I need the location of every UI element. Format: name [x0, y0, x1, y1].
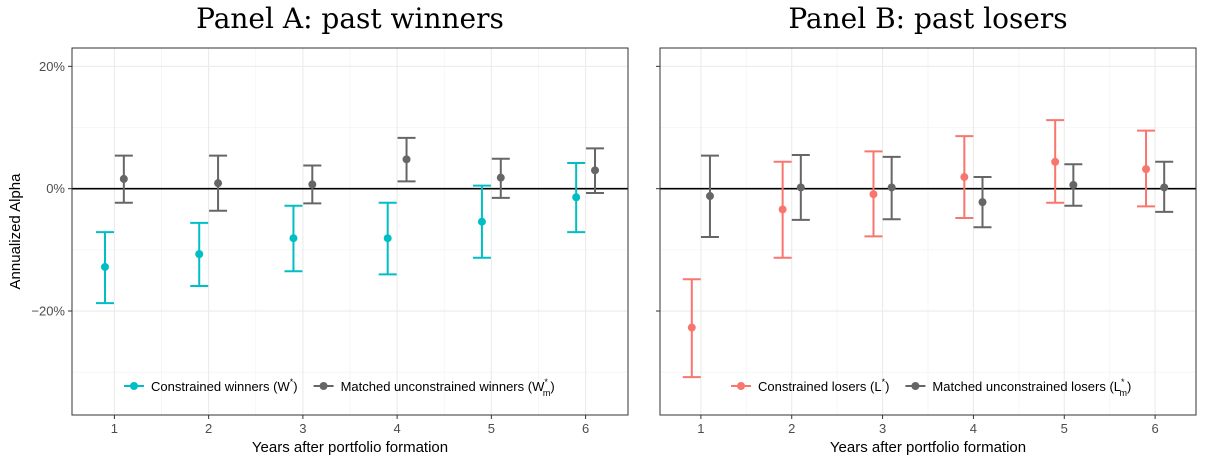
x-tick-label: 4: [394, 421, 401, 436]
data-point: [960, 173, 969, 182]
x-tick-label: 1: [697, 421, 704, 436]
x-tick-label: 5: [1061, 421, 1068, 436]
legend-label-sub: m: [1120, 388, 1128, 398]
series-matched-unconstrained: [114, 136, 605, 212]
legend-label: Matched unconstrained losers (L* m): [932, 377, 1131, 398]
data-point: [214, 179, 223, 188]
x-tick-label: 3: [299, 421, 306, 436]
data-point: [1051, 157, 1060, 166]
legend-label-main: Matched unconstrained losers (L: [932, 379, 1121, 394]
data-point: [705, 192, 714, 201]
legend-label: Matched unconstrained winners (W* m): [341, 377, 555, 398]
x-tick-label: 3: [879, 421, 886, 436]
legend-label-sup: *: [1121, 377, 1125, 387]
legend-label-main: Matched unconstrained winners (W: [341, 379, 545, 394]
data-point: [289, 234, 298, 243]
panel-border: [71, 47, 629, 416]
legend-label-main: Constrained winners (W: [151, 379, 290, 394]
legend-item: Constrained losers (L*): [731, 377, 889, 394]
x-tick-label: 2: [205, 421, 212, 436]
legend: Constrained winners (W*) Matched unconstr…: [124, 377, 555, 398]
data-point: [1142, 165, 1151, 174]
data-point: [402, 155, 411, 164]
data-point: [796, 183, 805, 192]
data-point: [591, 166, 600, 175]
x-tick-label: 6: [1152, 421, 1159, 436]
legend-label-sup: *: [290, 377, 294, 387]
data-point: [978, 198, 987, 207]
series-constrained: [682, 119, 1156, 379]
legend-label: Constrained winners (W*): [151, 377, 298, 394]
legend-label-main: Constrained losers (L: [758, 379, 882, 394]
legend-key-point: [319, 382, 328, 390]
legend-key-point: [911, 382, 920, 390]
x-tick-label: 6: [582, 421, 589, 436]
y-tick-label: −20%: [31, 304, 65, 319]
data-point: [308, 180, 317, 189]
legend: Constrained losers (L*) Matched unconstra…: [731, 377, 1131, 398]
legend-label-end: ): [1127, 379, 1131, 394]
series-matched-unconstrained: [700, 154, 1174, 239]
legend-label-sup: *: [544, 377, 548, 387]
panel-b: Panel B: past losers 1 2 3 4 5 6 Years after po…: [656, 2, 1197, 456]
data-point: [572, 193, 581, 202]
panel-title: Panel B: past losers: [788, 2, 1067, 35]
data-point: [869, 190, 878, 199]
x-axis-title: Years after portfolio formation: [830, 439, 1026, 456]
panel-title: Panel A: past winners: [196, 2, 504, 35]
legend-item: Constrained winners (W*): [124, 377, 298, 394]
legend-key-point: [737, 382, 745, 390]
data-point: [496, 173, 505, 182]
x-tick-label: 4: [970, 421, 977, 436]
panel-border: [659, 47, 1197, 416]
data-point: [119, 174, 128, 183]
legend-label-end: ): [550, 379, 554, 394]
data-point: [778, 205, 787, 214]
x-axis-title: Years after portfolio formation: [252, 439, 448, 456]
data-point: [1160, 183, 1169, 192]
y-axis-title: Annualized Alpha: [7, 173, 24, 290]
data-point: [195, 250, 204, 259]
data-point: [100, 262, 109, 271]
legend-label-sub: m: [543, 388, 551, 398]
data-point: [687, 323, 696, 332]
legend-item: Matched unconstrained winners (W* m): [313, 377, 555, 398]
x-tick-label: 5: [488, 421, 495, 436]
legend-label: Constrained losers (L*): [758, 377, 889, 394]
y-tick-label: 0%: [46, 181, 65, 196]
data-point: [477, 217, 486, 226]
legend-item: Matched unconstrained losers (L* m): [905, 377, 1131, 398]
legend-label-end: ): [885, 379, 889, 394]
y-tick-label: 20%: [39, 59, 65, 74]
legend-label-end: ): [293, 379, 297, 394]
series-constrained: [95, 161, 586, 305]
data-point: [887, 183, 896, 192]
legend-label-sup: *: [882, 377, 886, 387]
panel-a: Panel A: past winners −20% 0% 20% 1 2 3 4 5 6 Year…: [7, 2, 629, 456]
data-point: [383, 234, 392, 243]
x-tick-label: 2: [788, 421, 795, 436]
legend-key-point: [130, 382, 138, 390]
x-tick-label: 1: [111, 421, 118, 436]
data-point: [1069, 181, 1078, 190]
